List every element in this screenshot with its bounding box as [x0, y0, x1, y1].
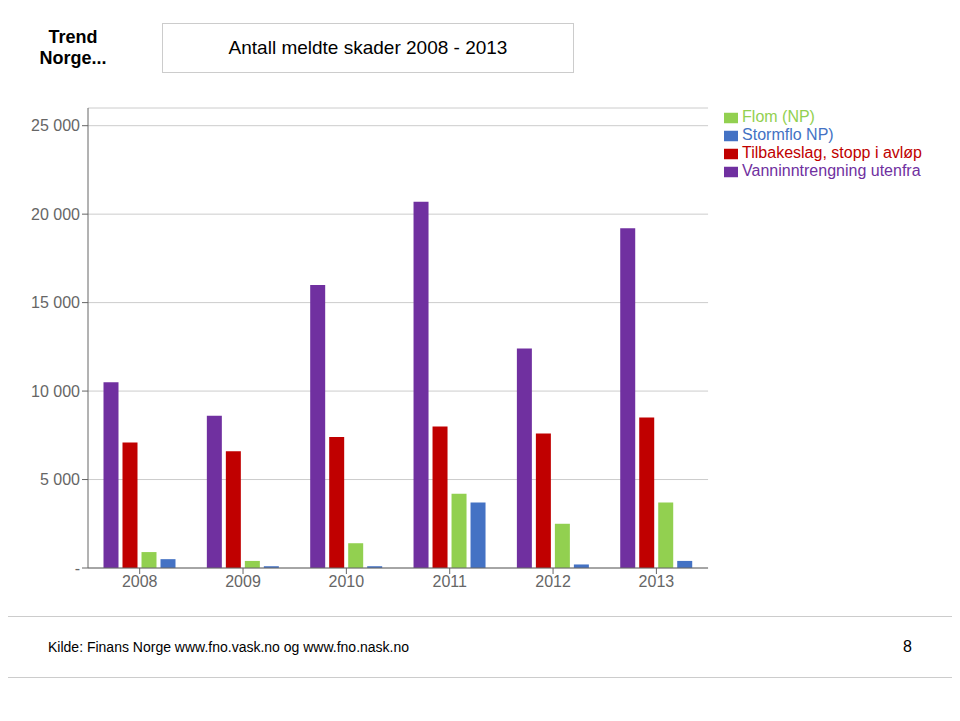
html-text:Kilde: Finans Norge www.fno.va: Kilde: Finans Norge www.fno.vask.no og w… — [48, 639, 410, 655]
svg-text:2011: 2011 — [433, 573, 468, 590]
svg-text:10 000: 10 000 — [31, 383, 80, 400]
html-text:Tilbakeslag, stopp i avløp: Tilbakeslag, stopp i avløp — [742, 144, 922, 161]
svg-text:2010: 2010 — [329, 573, 365, 590]
svg-text:2013: 2013 — [639, 573, 675, 590]
html-text:Antall meldte skader 2008 - 20: Antall meldte skader 2008 - 2013 — [228, 37, 508, 58]
html-text:Stormflo NP): Stormflo NP) — [742, 126, 834, 143]
svg-text:-: - — [75, 560, 80, 577]
svg-text:15 000: 15 000 — [31, 294, 80, 311]
svg-text:20 000: 20 000 — [31, 206, 80, 223]
html-text:Vanninntrengning utenfra: Vanninntrengning utenfra — [742, 162, 921, 179]
html-text:Flom (NP): Flom (NP) — [742, 108, 815, 125]
svg-text:2008: 2008 — [122, 573, 158, 590]
svg-text:2009: 2009 — [225, 573, 261, 590]
svg-text:2012: 2012 — [535, 573, 571, 590]
html-text:Trend Norge...: Trend Norge... — [39, 27, 107, 68]
html-text:8: 8 — [903, 638, 912, 655]
svg-text:25 000: 25 000 — [31, 117, 80, 134]
svg-text:5 000: 5 000 — [40, 471, 80, 488]
